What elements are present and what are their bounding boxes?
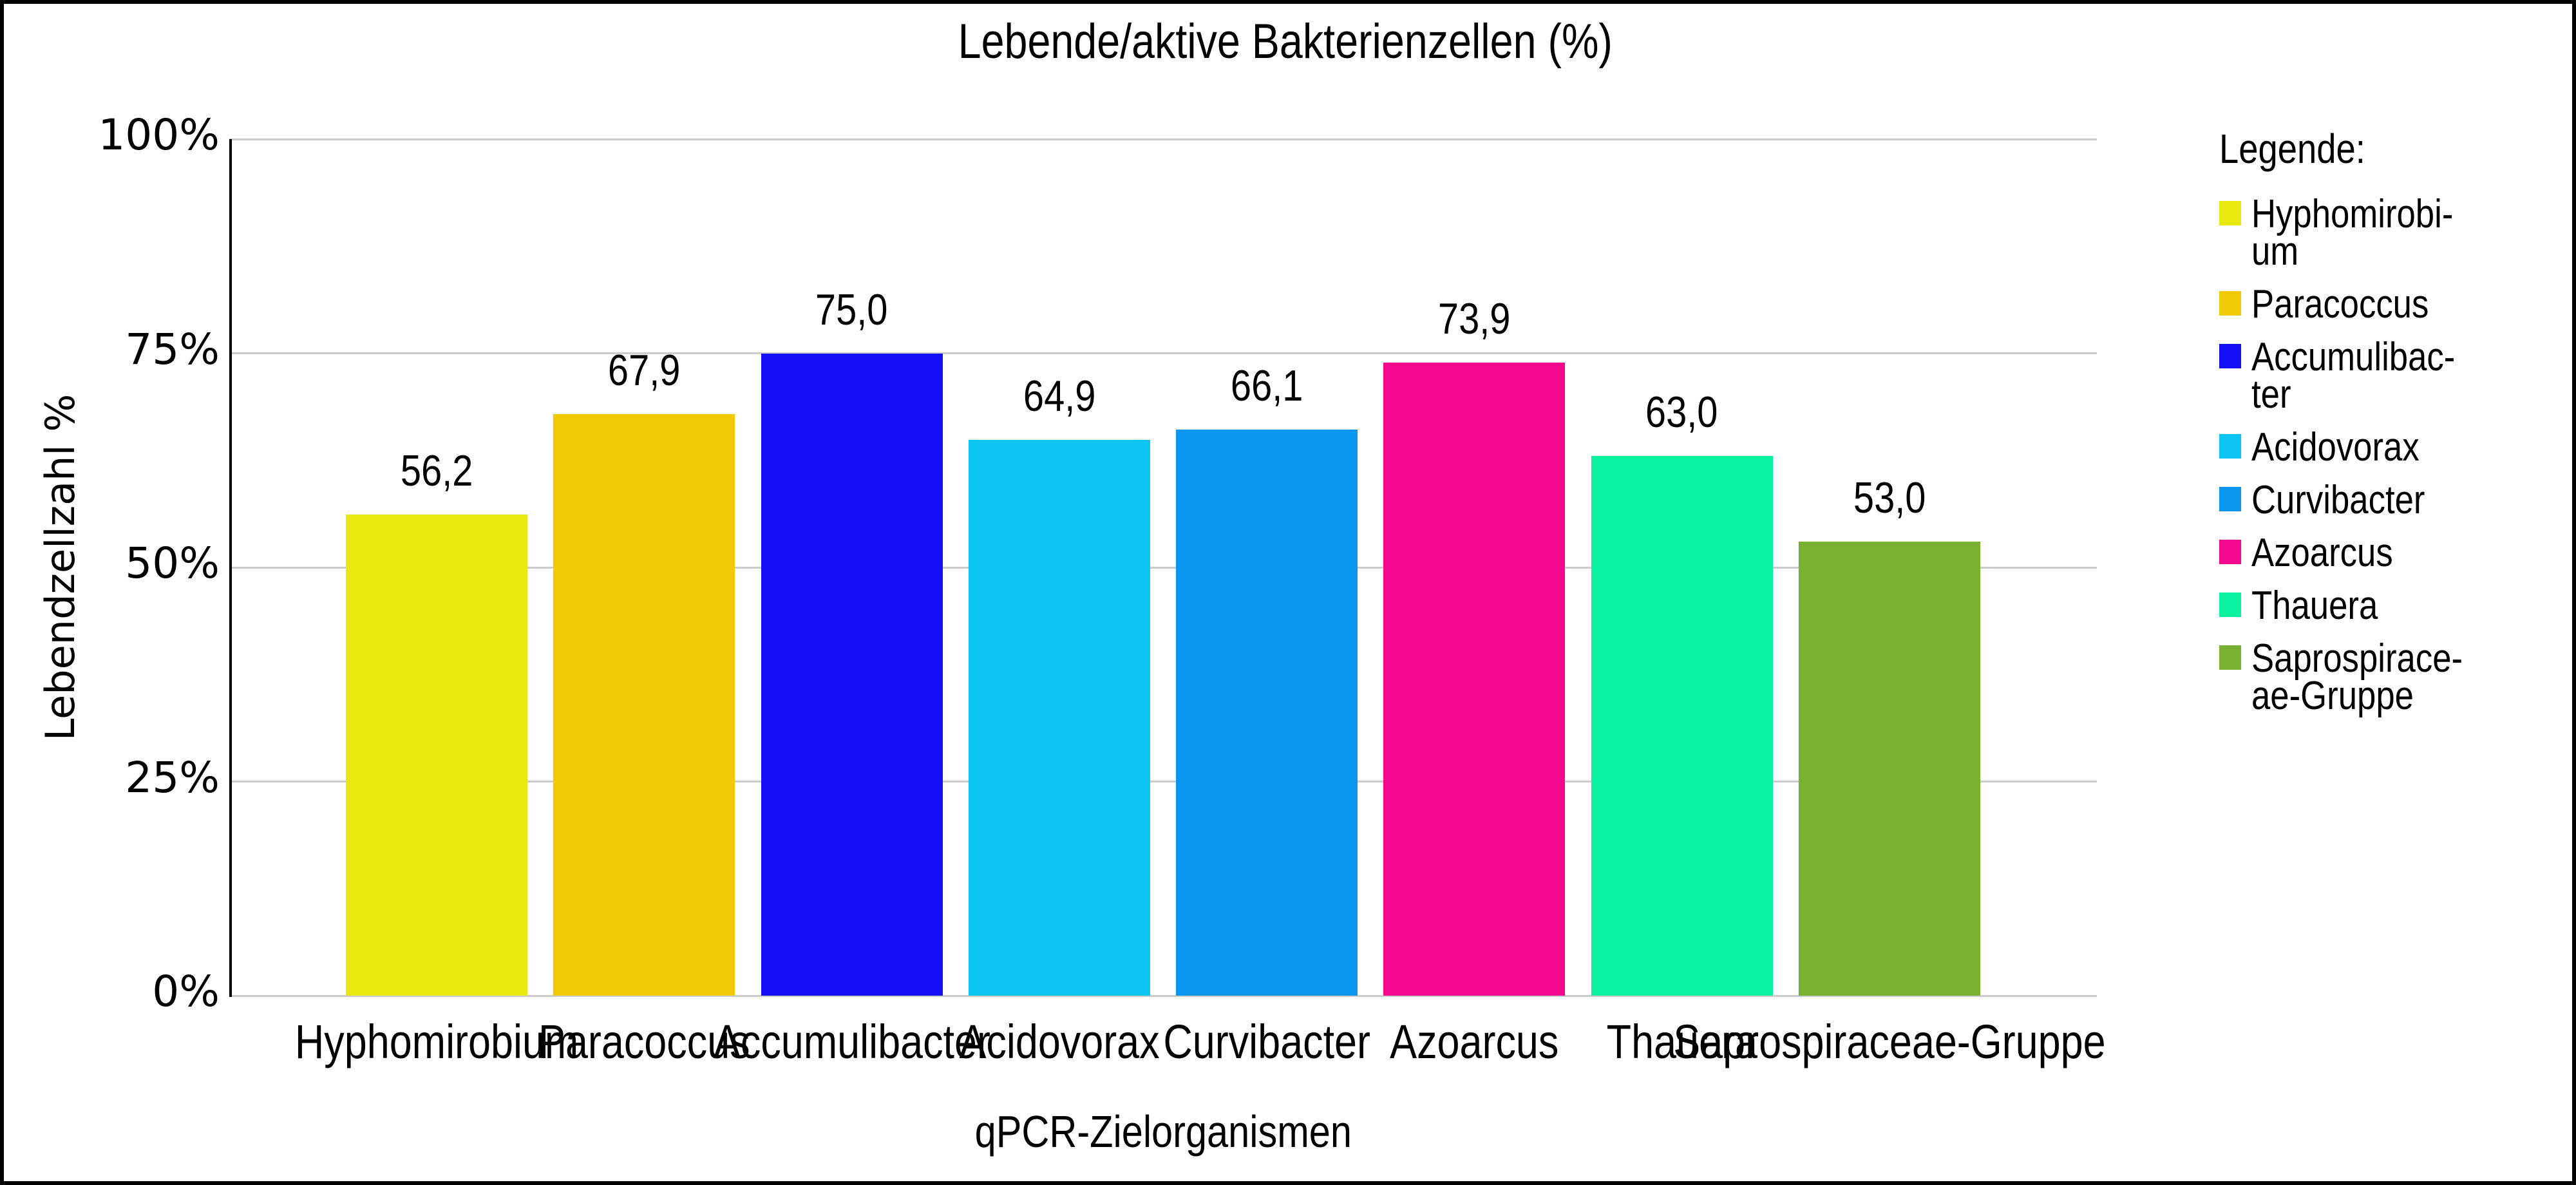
legend-item: Paracoccus bbox=[2219, 282, 2567, 327]
legend-swatch bbox=[2219, 344, 2241, 368]
legend: Legende: Hyphomirobi-um Paracoccus Accumul… bbox=[2219, 126, 2567, 730]
legend-swatch bbox=[2219, 487, 2241, 511]
bar-value-label: 75,0 bbox=[815, 285, 888, 334]
legend-item-label: Saprospirace-ae-Gruppe bbox=[2251, 636, 2463, 718]
legend-item-label: Thauera bbox=[2251, 583, 2378, 628]
x-tick-label: Thauera bbox=[1606, 1015, 1757, 1068]
gridline bbox=[229, 138, 2097, 140]
y-tick-label: 75% bbox=[125, 324, 220, 374]
y-axis-line bbox=[229, 139, 232, 997]
bar-value-label: 53,0 bbox=[1853, 473, 1926, 523]
y-tick-label: 25% bbox=[125, 752, 220, 802]
legend-swatch bbox=[2219, 645, 2241, 670]
bar-value-label: 64,9 bbox=[1023, 371, 1096, 421]
legend-item-label-line: Azoarcus bbox=[2251, 531, 2393, 575]
legend-item-label-line: Curvibacter bbox=[2251, 478, 2425, 522]
legend-item-label: Acidovorax bbox=[2251, 425, 2420, 469]
bar-value-label: 67,9 bbox=[608, 345, 681, 395]
legend-swatch bbox=[2219, 201, 2241, 225]
legend-swatch bbox=[2219, 592, 2241, 617]
bar-paracoccus bbox=[553, 413, 735, 996]
y-tick-label: 50% bbox=[125, 538, 220, 588]
x-tick-label: Azoarcus bbox=[1390, 1015, 1559, 1068]
legend-item: Thauera bbox=[2219, 583, 2567, 628]
legend-item-label-line: Thauera bbox=[2251, 583, 2378, 628]
gridline bbox=[229, 781, 2097, 782]
x-tick-label: Acidovorax bbox=[959, 1015, 1160, 1068]
legend-item: Curvibacter bbox=[2219, 478, 2567, 522]
bar-curvibacter bbox=[1176, 429, 1358, 996]
legend-item-label: Hyphomirobi-um bbox=[2251, 192, 2454, 274]
bar-value-label: 73,9 bbox=[1438, 294, 1511, 344]
legend-item-label-line: Hyphomirobi- bbox=[2251, 192, 2454, 236]
x-tick-label: Paracoccus bbox=[538, 1015, 750, 1068]
legend-item: Accumulibac-ter bbox=[2219, 335, 2567, 417]
legend-item: Saprospirace-ae-Gruppe bbox=[2219, 636, 2567, 718]
bar-value-label: 66,1 bbox=[1230, 361, 1303, 410]
legend-item-label-line: ter bbox=[2251, 372, 2291, 417]
legend-item-label-line: um bbox=[2251, 229, 2299, 274]
legend-item-label: Accumulibac-ter bbox=[2251, 335, 2456, 417]
bar-hyphomirobium bbox=[346, 514, 528, 996]
legend-item: Acidovorax bbox=[2219, 425, 2567, 469]
gridline bbox=[229, 994, 2097, 997]
bar-thauera bbox=[1591, 456, 1773, 996]
legend-item-label: Azoarcus bbox=[2251, 531, 2393, 575]
legend-item-label-line: Paracoccus bbox=[2251, 282, 2429, 327]
bar-azoarcus bbox=[1383, 363, 1566, 996]
legend-item-label-line: ae-Gruppe bbox=[2251, 674, 2414, 718]
gridline bbox=[229, 352, 2097, 354]
legend-swatch bbox=[2219, 291, 2241, 316]
legend-item-label-line: Acidovorax bbox=[2251, 425, 2420, 469]
legend-item: Azoarcus bbox=[2219, 531, 2567, 575]
legend-item-label: Paracoccus bbox=[2251, 282, 2429, 327]
legend-item-label: Curvibacter bbox=[2251, 478, 2425, 522]
bar-value-label: 63,0 bbox=[1645, 388, 1718, 437]
bar-value-label: 56,2 bbox=[400, 446, 473, 495]
legend-items: Hyphomirobi-um Paracoccus Accumulibac-ter A… bbox=[2219, 192, 2567, 718]
legend-swatch bbox=[2219, 540, 2241, 564]
y-tick-label: 100% bbox=[98, 110, 220, 160]
legend-item-label-line: Accumulibac- bbox=[2251, 335, 2456, 379]
x-tick-label: Curvibacter bbox=[1163, 1015, 1370, 1068]
bar-acidovorax bbox=[968, 439, 1150, 996]
x-tick-label: Accumulibacter bbox=[713, 1015, 990, 1068]
bar-saprospiraceae-gruppe bbox=[1798, 542, 1980, 996]
x-tick-label: Saprospiraceae-Gruppe bbox=[1673, 1015, 2106, 1068]
x-tick-label: Hyphomirobium bbox=[294, 1015, 579, 1068]
legend-item-label-line: Saprospirace- bbox=[2251, 636, 2463, 681]
legend-item: Hyphomirobi-um bbox=[2219, 192, 2567, 274]
gridline bbox=[229, 566, 2097, 569]
y-tick-label: 0% bbox=[152, 967, 220, 1016]
legend-swatch bbox=[2219, 434, 2241, 459]
bar-accumulibacter bbox=[761, 353, 943, 996]
legend-heading: Legende: bbox=[2219, 126, 2365, 172]
